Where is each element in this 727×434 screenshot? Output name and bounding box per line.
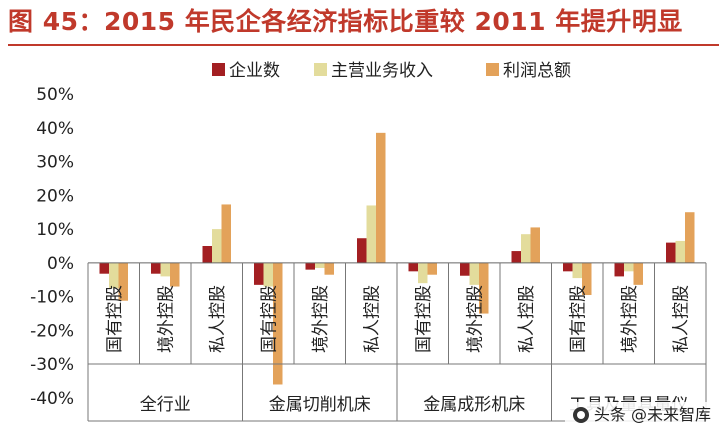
bar [263, 262, 273, 287]
bar [418, 262, 428, 284]
y-tick-label: 40% [36, 119, 74, 139]
bar [160, 262, 170, 277]
legend-label: 企业数 [229, 61, 280, 81]
bar [479, 262, 489, 314]
category-label: 私人控股 [208, 285, 228, 353]
y-tick-label: 10% [36, 220, 74, 240]
bar [118, 262, 128, 301]
category-label: 国有控股 [414, 285, 434, 353]
watermark: 头条 @未来智库 [564, 402, 719, 428]
category-label: 私人控股 [517, 285, 537, 353]
legend-label: 利润总额 [503, 61, 571, 81]
bar [221, 204, 231, 263]
category-label: 境外控股 [465, 285, 485, 353]
bar [408, 262, 418, 272]
y-tick-label: -30% [30, 355, 74, 375]
y-tick-label: -20% [30, 321, 74, 341]
bar [685, 212, 695, 263]
category-label: 国有控股 [105, 285, 125, 353]
bar [572, 262, 582, 279]
legend: 企业数 主营业务收入 利润总额 [212, 61, 571, 81]
bar [530, 227, 540, 263]
y-tick-label: 30% [36, 153, 74, 173]
group-label: 金属切削机床 [269, 395, 371, 415]
category-label: 境外控股 [311, 285, 331, 353]
y-tick-label: 0% [47, 254, 74, 274]
bar [614, 262, 624, 277]
bar [675, 240, 685, 263]
category-label: 私人控股 [362, 285, 382, 353]
y-tick-label: -10% [30, 288, 74, 308]
bar [202, 246, 212, 263]
bar [511, 251, 521, 263]
bar [109, 262, 119, 289]
group-label: 金属成形机床 [423, 395, 525, 415]
y-tick-label: 20% [36, 186, 74, 206]
bar [151, 262, 161, 274]
bar [357, 238, 367, 263]
bar [427, 262, 437, 275]
axes [87, 262, 707, 422]
legend-swatch [212, 63, 225, 76]
category-label: 境外控股 [156, 285, 176, 353]
bar [666, 242, 676, 263]
bar [273, 262, 283, 385]
category-label: 私人控股 [671, 285, 691, 353]
bar [254, 262, 264, 285]
group-label: 全行业 [140, 395, 191, 415]
watermark-text: 头条 @未来智库 [593, 405, 711, 424]
bar [366, 205, 376, 263]
category-label: 境外控股 [620, 285, 640, 353]
category-label: 国有控股 [259, 285, 279, 353]
bar [212, 229, 222, 263]
bar [633, 262, 643, 285]
y-tick-label: 50% [36, 85, 74, 105]
bar [469, 262, 479, 285]
legend-swatch [314, 63, 327, 76]
bar [315, 262, 325, 268]
legend-label: 主营业务收入 [331, 61, 433, 81]
bar [376, 132, 386, 263]
bar [305, 262, 315, 270]
bar [99, 262, 109, 274]
chart-title: 图 45：2015 年民企各经济指标比重较 2011 年提升明显 [8, 7, 683, 36]
legend-swatch [486, 63, 499, 76]
bar [563, 262, 573, 272]
bar [521, 234, 531, 263]
y-tick-label: -40% [30, 389, 74, 409]
y-axis-ticks: 50% 40% 30% 20% 10% 0% -10% -20% -30% -40% [30, 85, 74, 409]
category-label: 国有控股 [568, 285, 588, 353]
bars [99, 132, 695, 385]
bar [460, 262, 470, 276]
bar [624, 262, 634, 272]
bar [170, 262, 180, 287]
title-divider [8, 44, 719, 46]
watermark-logo-icon [572, 407, 589, 423]
bar [324, 262, 334, 275]
bar [582, 262, 592, 295]
